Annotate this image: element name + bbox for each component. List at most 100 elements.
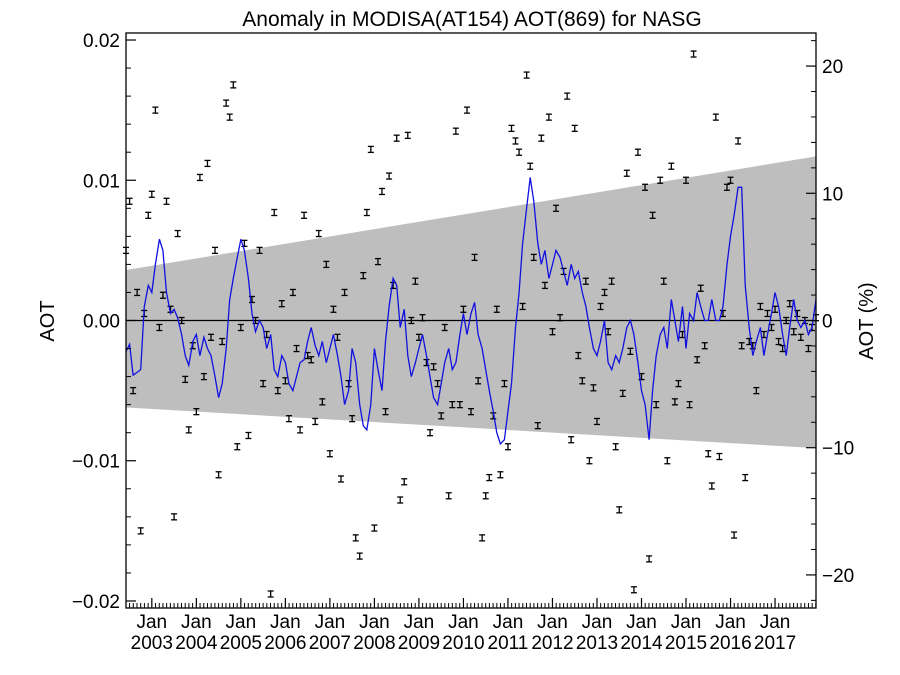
data-point [735,137,742,145]
data-point [386,172,393,180]
data-point [671,398,678,406]
data-point [193,408,200,416]
data-point [541,281,548,290]
data-point [523,71,530,79]
data-point [653,400,660,409]
x-tick-month-label: Jan [715,612,746,633]
data-point [452,127,459,135]
data-point [571,124,578,133]
data-point [519,302,526,311]
data-point [319,398,326,406]
data-point [612,443,619,451]
data-point [786,300,793,308]
data-point [234,443,241,451]
data-point [315,229,322,238]
x-tick-year-label: 2007 [309,633,351,654]
data-point [419,314,426,322]
data-point [360,271,367,280]
data-point [163,197,170,205]
data-point [200,372,207,381]
data-point [564,92,571,100]
data-point [367,145,374,154]
data-point [712,113,719,121]
data-point [185,426,192,434]
data-point [608,277,615,285]
data-point [697,284,704,292]
data-point [493,305,500,313]
data-point [230,81,237,89]
data-point [293,344,300,353]
data-point [723,183,730,191]
x-tick-month-label: Jan [315,612,346,633]
chart-title: Anomaly in MODISA(AT154) AOT(869) for NA… [242,8,701,31]
data-point [397,496,404,504]
y-left-tick-label: 0.02 [83,31,120,52]
x-tick-month-label: Jan [226,612,257,633]
data-point [601,288,608,297]
data-point [404,131,411,140]
data-point [312,417,319,426]
data-point [683,176,690,184]
data-point [223,99,230,107]
data-point [126,197,133,205]
data-point [642,183,649,191]
data-point [174,229,181,238]
data-point [783,316,790,325]
data-point [130,386,137,395]
data-point [212,246,219,255]
data-point [456,400,463,409]
x-tick-month-label: Jan [136,612,167,633]
data-point [427,429,434,437]
y-right-tick-label: 20 [822,57,843,78]
data-point [475,377,482,385]
x-tick-year-label: 2009 [398,633,440,654]
data-point [623,169,630,177]
data-point [301,211,308,219]
data-point [579,377,586,385]
data-point [438,412,445,420]
data-point [145,211,152,219]
data-point [237,323,244,332]
data-point [371,524,378,532]
data-point [393,134,400,142]
y-axis-label-left: AOT [37,300,59,341]
data-point [285,415,292,423]
data-point [668,162,675,170]
data-point [553,204,560,212]
data-point [349,415,356,423]
data-point [497,471,504,479]
data-point [568,436,575,444]
x-tick-month-label: Jan [359,612,390,633]
x-tick-month-label: Jan [448,612,479,633]
data-point [575,351,582,360]
x-tick-month-label: Jan [626,612,657,633]
data-point [590,384,597,392]
data-point [701,342,708,350]
data-point [753,386,760,395]
x-tick-year-label: 2012 [531,633,573,654]
x-tick-year-label: 2017 [754,633,796,654]
x-tick-month-label: Jan [760,612,791,633]
data-point [705,450,712,458]
data-point [445,492,452,500]
x-tick-month-label: Jan [270,612,301,633]
y-right-tick-label: −20 [822,566,854,587]
data-point [664,457,671,465]
data-point [675,379,682,388]
x-tick-year-label: 2003 [131,633,173,654]
data-point [757,302,764,311]
data-point [694,356,701,364]
data-point [278,300,285,308]
data-point [449,400,456,409]
x-tick-year-label: 2010 [442,633,484,654]
data-point [171,513,178,521]
data-point [356,552,363,560]
y-right-tick-label: 10 [822,184,843,205]
data-point [716,452,723,461]
data-point [352,534,359,542]
data-point [530,253,537,262]
data-point [634,148,641,156]
data-point [545,113,552,121]
data-points [123,50,819,598]
data-point [334,333,341,341]
